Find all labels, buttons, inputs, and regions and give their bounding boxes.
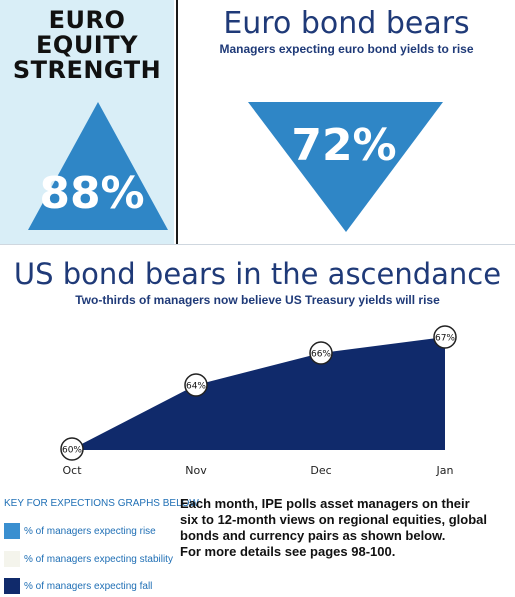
x-tick-label: Jan	[436, 464, 454, 477]
bond-triangle-graphic: 72%	[248, 102, 443, 232]
up-triangle-icon	[28, 102, 168, 230]
description: Each month, IPE polls asset managers on …	[180, 496, 510, 560]
x-tick-label: Oct	[62, 464, 82, 477]
bond-subtitle: Managers expecting euro bond yields to r…	[219, 42, 474, 56]
data-point-marker	[433, 325, 457, 349]
data-point-marker	[184, 373, 208, 397]
chart-title: US bond bears in the ascendance	[13, 257, 502, 291]
equity-triangle-graphic: 88%	[28, 102, 168, 230]
equity-title-line-2: EQUITY	[36, 31, 138, 59]
chart-area-group	[72, 337, 445, 450]
area-chart: 60% 64% 66% 67% Oct Nov Dec Jan	[60, 325, 457, 477]
horizontal-divider	[0, 244, 515, 245]
equity-title: EURO EQUITY STRENGTH	[0, 8, 174, 83]
key-swatch-stability	[4, 551, 20, 567]
x-tick-label: Dec	[310, 464, 331, 477]
area-series	[72, 337, 445, 450]
equity-title-line-3: STRENGTH	[12, 56, 162, 84]
x-tick-label: Nov	[185, 464, 207, 477]
equity-value: 88%	[39, 168, 144, 219]
data-label: 60%	[62, 446, 82, 456]
bond-title: Euro bond bears	[223, 6, 470, 41]
chart-subtitle: Two-thirds of managers now believe US Tr…	[75, 293, 440, 307]
chart-tick-labels-group: Oct Nov Dec Jan	[62, 464, 453, 477]
chart-markers-group: 60% 64% 66% 67%	[60, 325, 457, 461]
data-label: 64%	[186, 382, 206, 392]
data-label: 66%	[311, 350, 331, 360]
vertical-divider	[176, 0, 178, 244]
data-point-marker	[60, 437, 84, 461]
key-label-fall: % of managers expecting fall	[24, 581, 153, 592]
key-label-rise: % of managers expecting rise	[24, 526, 156, 537]
data-label: 67%	[435, 334, 455, 344]
description-line-1: Each month, IPE polls asset managers on …	[180, 496, 470, 511]
key-swatch-rise	[4, 523, 20, 539]
description-line-3: bonds and currency pairs as shown below.	[180, 528, 446, 543]
key-label-stability: % of managers expecting stability	[24, 554, 173, 565]
data-point-marker	[309, 341, 333, 365]
down-triangle-icon	[248, 102, 443, 232]
equity-title-line-1: EURO	[48, 6, 126, 34]
key-title: KEY FOR EXPECTIONS GRAPHS BELOW	[4, 498, 199, 509]
bond-value: 72%	[291, 120, 396, 171]
key-swatch-fall	[4, 578, 20, 594]
description-line-2: six to 12-month views on regional equiti…	[180, 512, 487, 527]
description-line-4: For more details see pages 98-100.	[180, 544, 396, 559]
